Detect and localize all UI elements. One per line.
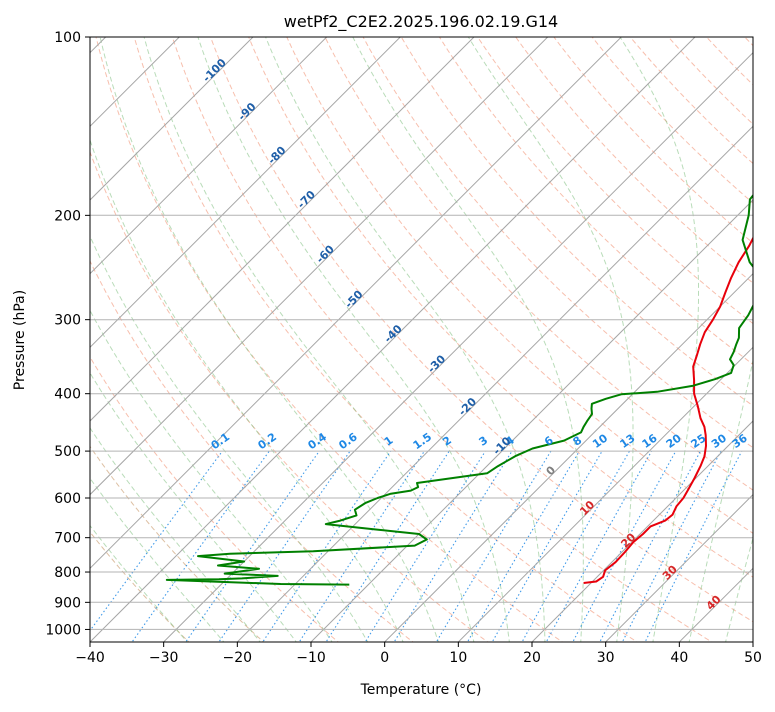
moist-adiabat [90,477,225,642]
isotherm [90,37,402,349]
dry-adiabat [90,150,489,642]
y-tick-label: 200 [54,208,81,224]
temperature-profile [583,236,753,584]
y-tick-label: 1000 [45,622,81,638]
isotherm [604,493,753,642]
moist-adiabat [99,37,440,642]
y-tick-label: 300 [54,313,81,329]
isotherm [457,346,753,642]
isotherm [310,199,753,642]
isotherm [236,125,753,642]
plot-frame [89,36,754,643]
dry-adiabat [248,37,753,578]
moist-adiabat [90,427,261,642]
isotherm [90,37,328,275]
x-tick-label: −40 [75,650,105,666]
dry-adiabat [324,37,753,491]
y-tick-label: 800 [54,565,81,581]
y-tick-label: 600 [54,491,81,507]
y-tick-label: 400 [54,387,81,403]
axes: −40 −30 −20 −10 0 10 20 30 40 50 1000 900 800 700 600 5… [45,30,762,666]
dewpoint-profile [165,193,753,586]
y-axis-label: Pressure (hPa) [12,290,28,390]
y-tick-label: 100 [54,30,81,46]
x-tick-label: 0 [380,650,389,666]
isotherm [383,272,753,642]
isotherm [90,37,549,496]
isotherm [90,37,475,422]
y-tick-label: 900 [54,595,81,611]
moist-adiabat [90,371,297,642]
profile-lines [165,193,753,586]
dry-adiabat [362,37,753,449]
x-tick-label: −20 [223,650,253,666]
dry-adiabat [438,37,753,366]
isotherm [90,37,696,642]
x-axis-label: Temperature (°C) [360,682,482,698]
isotherm [90,37,254,201]
x-tick-label: 20 [523,650,541,666]
x-tick-label: −30 [149,650,179,666]
x-tick-label: 30 [597,650,615,666]
isotherm [531,420,753,642]
dry-adiabat [171,37,713,642]
x-tick-label: 10 [449,650,467,666]
x-tick-label: 50 [744,650,762,666]
y-tick-label: 500 [54,444,81,460]
isotherm [90,37,623,570]
isotherm [162,51,753,642]
chart-title: wetPf2_C2E2.2025.196.02.19.G14 [284,12,558,32]
x-tick-label: −10 [296,650,326,666]
dry-adiabat [286,37,753,534]
x-tick-label: 40 [670,650,688,666]
y-tick-label: 700 [54,531,81,547]
